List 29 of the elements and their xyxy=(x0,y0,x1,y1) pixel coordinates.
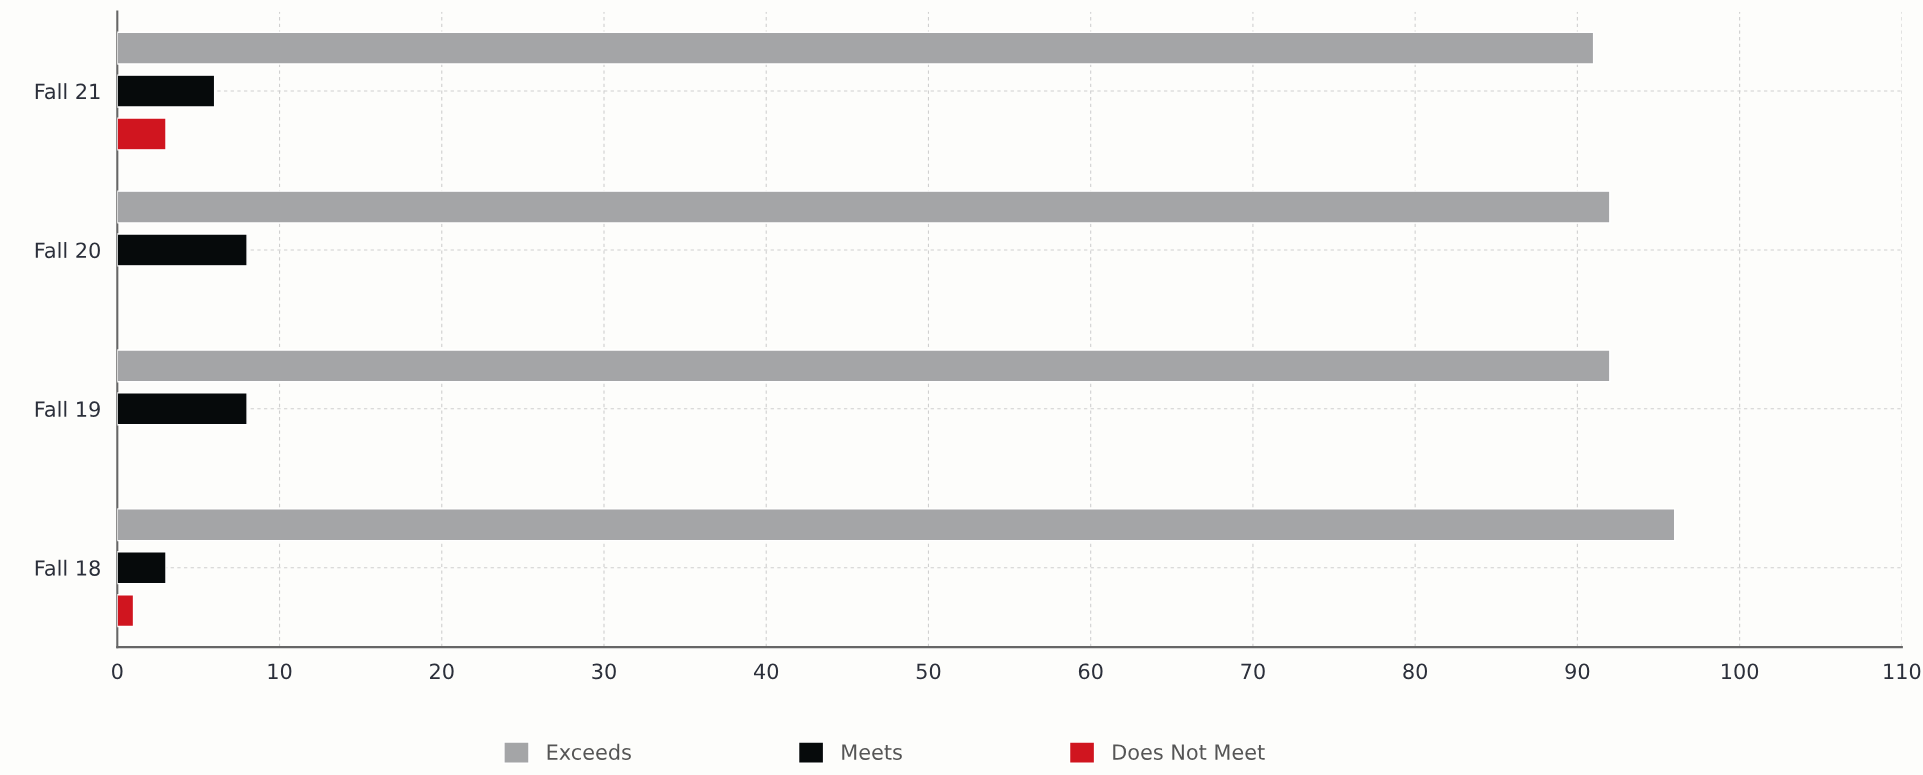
bar xyxy=(117,594,135,628)
bar xyxy=(117,349,1611,383)
x-tick-label: 110 xyxy=(1884,663,1921,680)
x-tick-label: 10 xyxy=(268,663,292,680)
legend-label: Meets xyxy=(842,744,902,760)
bar xyxy=(117,31,1595,65)
bar xyxy=(117,190,1611,224)
y-tick-label: Fall 20 xyxy=(35,242,100,259)
legend-label: Does Not Meet xyxy=(1113,744,1265,760)
x-tick-label: 30 xyxy=(592,663,616,680)
legend-label: Exceeds xyxy=(547,743,631,760)
x-tick-label: 70 xyxy=(1241,663,1265,680)
bar xyxy=(117,392,248,426)
bar xyxy=(117,117,167,151)
bar xyxy=(117,551,167,585)
bar xyxy=(117,508,1676,542)
y-tick-label: Fall 21 xyxy=(35,83,100,100)
y-tick-label: Fall 19 xyxy=(35,400,100,418)
x-tick-label: 20 xyxy=(430,663,454,680)
x-tick-label: 80 xyxy=(1403,663,1428,680)
x-tick-label: 40 xyxy=(753,663,779,680)
bar xyxy=(117,233,248,267)
bar xyxy=(117,74,216,108)
x-tick-label: 100 xyxy=(1722,663,1759,680)
x-tick-label: 60 xyxy=(1078,663,1103,680)
x-tick-label: 90 xyxy=(1565,663,1590,680)
y-tick-label: Fall 18 xyxy=(35,559,100,576)
x-tick-label: 0 xyxy=(112,663,123,680)
x-tick-label: 50 xyxy=(916,663,941,680)
